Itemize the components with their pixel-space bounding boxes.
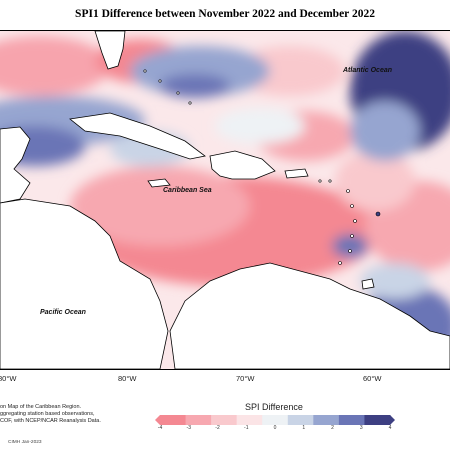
legend-swatch bbox=[185, 415, 212, 425]
legend-tick-label: 0 bbox=[273, 425, 277, 431]
longitude-label-80w: 80°W bbox=[118, 374, 137, 383]
legend-tick-label: 2 bbox=[331, 425, 334, 431]
legend-arrow-left bbox=[155, 415, 160, 425]
lesser-antilles bbox=[143, 69, 381, 265]
trinidad bbox=[361, 278, 375, 290]
legend-tick-label: -1 bbox=[244, 425, 249, 431]
pacific-ocean-label: Pacific Ocean bbox=[40, 309, 86, 316]
legend-swatch bbox=[211, 415, 238, 425]
legend-swatch bbox=[236, 415, 263, 425]
legend-tick-label: -3 bbox=[186, 425, 191, 431]
longitude-label-70w: 70°W bbox=[236, 374, 255, 383]
legend-arrow-right bbox=[390, 415, 395, 425]
legend-tick-label: -2 bbox=[215, 425, 220, 431]
longitude-label-60w: 60°W bbox=[363, 374, 382, 383]
credit-text: CIMH Jan-2023 bbox=[8, 440, 42, 445]
caribbean-sea-label: Caribbean Sea bbox=[163, 187, 212, 194]
map-canvas bbox=[0, 31, 450, 369]
legend-tick-label: -4 bbox=[157, 425, 163, 431]
legend-tick-label: 1 bbox=[302, 425, 306, 431]
atlantic-ocean-label: Atlantic Ocean bbox=[343, 67, 393, 74]
note-line: ggregating station based observations, bbox=[0, 411, 95, 418]
legend-tick-label: 3 bbox=[359, 425, 363, 431]
florida bbox=[94, 31, 126, 70]
legend-swatch bbox=[338, 415, 365, 425]
legend-swatch bbox=[287, 415, 314, 425]
hispaniola bbox=[209, 150, 276, 180]
cuba bbox=[69, 112, 206, 160]
longitude-label-west: 80°W bbox=[0, 374, 17, 383]
south-america bbox=[169, 262, 450, 369]
map-title: SPI1 Difference between November 2022 an… bbox=[75, 8, 375, 20]
land-masses bbox=[0, 31, 450, 369]
legend-swatch bbox=[313, 415, 340, 425]
legend-ticks: -4 -3 -2 -1 0 1 2 3 4 bbox=[157, 425, 392, 433]
jamaica bbox=[147, 178, 171, 188]
legend-swatch bbox=[364, 415, 391, 425]
note-line: COF, with NCEP/NCAR Reanalysis Data. bbox=[0, 418, 101, 425]
central-america bbox=[0, 198, 169, 369]
map-notes: on Map of the Caribbean Region. ggregati… bbox=[0, 404, 101, 426]
legend-colorbar bbox=[155, 415, 395, 425]
note-line: on Map of the Caribbean Region. bbox=[0, 404, 82, 410]
legend-swatch bbox=[262, 415, 289, 425]
legend-title: SPI Difference bbox=[245, 402, 303, 412]
legend-swatch bbox=[160, 415, 187, 425]
spi-difference-map: Atlantic Ocean Caribbean Sea Pacific Oce… bbox=[0, 30, 450, 370]
legend-tick-label: 4 bbox=[388, 425, 392, 431]
puerto-rico bbox=[284, 168, 309, 179]
